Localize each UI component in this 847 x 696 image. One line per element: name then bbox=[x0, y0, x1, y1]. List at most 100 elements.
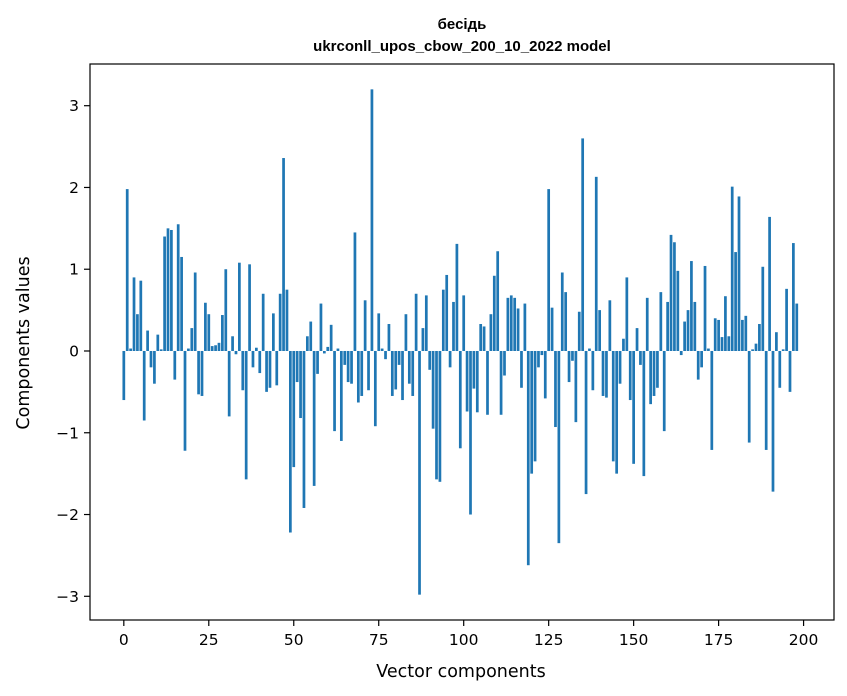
bar-22 bbox=[197, 350, 200, 395]
bar-183 bbox=[744, 315, 748, 351]
bar-19 bbox=[187, 348, 190, 351]
bar-53 bbox=[302, 350, 306, 508]
bar-35 bbox=[241, 350, 245, 391]
bar-128 bbox=[557, 350, 561, 544]
bar-90 bbox=[428, 350, 432, 370]
bar-47 bbox=[282, 158, 285, 351]
bar-102 bbox=[469, 350, 472, 515]
bar-96 bbox=[448, 350, 452, 368]
bar-38 bbox=[251, 350, 255, 368]
bar-39 bbox=[255, 347, 258, 351]
bar-143 bbox=[608, 300, 612, 351]
bar-0 bbox=[122, 350, 126, 401]
bar-163 bbox=[676, 270, 680, 351]
x-tick-label: 0 bbox=[119, 631, 129, 649]
x-tick-label: 50 bbox=[284, 631, 304, 649]
bar-151 bbox=[635, 328, 639, 351]
bar-142 bbox=[605, 350, 608, 398]
bar-89 bbox=[424, 295, 428, 351]
bar-10 bbox=[156, 334, 160, 351]
bar-108 bbox=[489, 314, 493, 351]
y-tick-label: −3 bbox=[56, 588, 79, 606]
y-axis-label: Components values bbox=[14, 256, 34, 429]
bar-76 bbox=[380, 348, 384, 351]
bar-160 bbox=[666, 301, 669, 351]
bar-168 bbox=[693, 301, 697, 351]
y-tick-label: 2 bbox=[69, 179, 79, 197]
bar-123 bbox=[540, 350, 544, 356]
bars-group bbox=[122, 89, 799, 595]
bar-174 bbox=[713, 318, 717, 351]
bar-7 bbox=[146, 330, 149, 351]
bar-182 bbox=[741, 319, 744, 351]
bar-176 bbox=[720, 337, 724, 351]
bar-81 bbox=[397, 350, 401, 365]
bar-139 bbox=[594, 176, 598, 351]
bar-118 bbox=[523, 303, 527, 351]
bar-60 bbox=[326, 346, 330, 351]
bar-161 bbox=[669, 234, 673, 351]
bar-49 bbox=[289, 350, 292, 533]
bar-75 bbox=[377, 313, 381, 351]
bar-165 bbox=[683, 321, 686, 351]
bar-188 bbox=[761, 266, 765, 351]
y-tick-label: −2 bbox=[56, 506, 79, 524]
bar-177 bbox=[724, 296, 727, 351]
bar-29 bbox=[221, 315, 224, 351]
bar-149 bbox=[628, 350, 632, 401]
bar-82 bbox=[401, 350, 404, 401]
bar-119 bbox=[526, 350, 530, 566]
bar-129 bbox=[560, 272, 564, 351]
bar-100 bbox=[462, 295, 466, 351]
bar-198 bbox=[795, 303, 799, 351]
bar-32 bbox=[231, 336, 234, 351]
bar-24 bbox=[204, 302, 207, 351]
bar-120 bbox=[530, 350, 534, 474]
chart-title-line1: бесідь bbox=[438, 16, 487, 33]
bar-187 bbox=[758, 324, 761, 351]
bar-197 bbox=[792, 243, 795, 351]
bar-162 bbox=[673, 242, 676, 351]
plot-frame bbox=[89, 63, 835, 621]
bar-85 bbox=[411, 350, 415, 396]
bar-169 bbox=[696, 350, 700, 380]
bar-30 bbox=[224, 269, 228, 351]
bar-66 bbox=[346, 350, 350, 383]
bar-147 bbox=[622, 338, 625, 351]
bar-144 bbox=[611, 350, 615, 462]
bar-56 bbox=[312, 350, 316, 486]
bar-122 bbox=[537, 350, 540, 368]
bar-115 bbox=[513, 297, 517, 351]
bar-195 bbox=[785, 288, 788, 351]
bar-11 bbox=[159, 349, 163, 351]
bar-65 bbox=[343, 350, 347, 365]
bar-37 bbox=[248, 264, 251, 351]
bar-58 bbox=[319, 303, 323, 351]
bar-180 bbox=[734, 252, 737, 351]
bar-105 bbox=[479, 324, 483, 351]
bar-83 bbox=[404, 314, 408, 351]
y-tick-label: 3 bbox=[69, 97, 79, 115]
bar-159 bbox=[662, 350, 666, 432]
bar-46 bbox=[278, 293, 282, 351]
y-tick-label: −1 bbox=[56, 424, 79, 442]
bar-130 bbox=[564, 292, 568, 351]
bar-194 bbox=[781, 349, 785, 351]
bar-148 bbox=[625, 277, 629, 351]
bar-73 bbox=[370, 89, 374, 351]
bar-111 bbox=[499, 350, 503, 415]
bar-55 bbox=[309, 321, 313, 351]
x-tick-label: 175 bbox=[704, 631, 734, 649]
bar-62 bbox=[333, 350, 336, 432]
bar-25 bbox=[207, 314, 211, 351]
bar-51 bbox=[295, 350, 299, 383]
x-axis-label: Vector components bbox=[376, 662, 545, 682]
bar-121 bbox=[533, 350, 537, 462]
bar-61 bbox=[329, 324, 333, 351]
bar-5 bbox=[139, 280, 143, 351]
bar-12 bbox=[163, 236, 166, 351]
bar-68 bbox=[353, 232, 357, 351]
bar-189 bbox=[764, 350, 768, 450]
bar-173 bbox=[710, 350, 714, 450]
